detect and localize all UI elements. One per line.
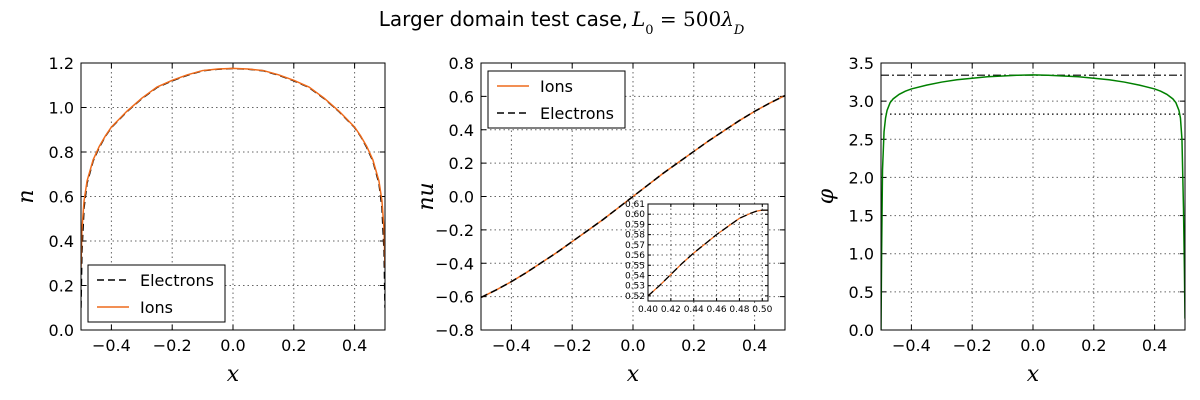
x-tick-label: 0.2 bbox=[681, 336, 706, 355]
density-panel: −0.4 −0.2 0.0 0.2 0.4 0.0 0.2 0.4 0.6 0.8 1.0 1.2 El… bbox=[14, 54, 386, 387]
y-tick-label: 1.5 bbox=[849, 207, 874, 226]
axes-frame bbox=[647, 203, 769, 302]
x-tick-label: 0.4 bbox=[342, 336, 367, 355]
y-tick-label: 1.0 bbox=[49, 99, 74, 118]
y-tick-label: 2.5 bbox=[849, 130, 874, 149]
y-tick-label: 0.52 bbox=[625, 292, 645, 302]
x-tick-label: −0.4 bbox=[892, 336, 931, 355]
y-tick-label: 0.56 bbox=[625, 251, 645, 261]
x-tick-label: 0.0 bbox=[220, 336, 245, 355]
y-tick-label: 0.53 bbox=[625, 282, 645, 292]
x-tick-label: 0.48 bbox=[729, 305, 749, 315]
y-tick-label: 0.0 bbox=[449, 188, 474, 207]
y-tick-label: 0.57 bbox=[625, 241, 645, 251]
y-tick-label: −0.4 bbox=[435, 254, 474, 273]
y-tick-label: 0.0 bbox=[849, 321, 874, 340]
series-line-electrons bbox=[481, 94, 785, 299]
flux-inset: 0.40 0.42 0.44 0.46 0.48 0.50 0.520.530.540.55… bbox=[625, 200, 773, 315]
x-tick-label: 0.0 bbox=[1020, 336, 1045, 355]
y-tick-label: 0.2 bbox=[449, 154, 474, 173]
density-legend-label-ions: Ions bbox=[140, 298, 173, 317]
x-tick-label: −0.2 bbox=[153, 336, 192, 355]
x-tick-label: 0.4 bbox=[742, 336, 767, 355]
y-tick-label: −0.6 bbox=[435, 288, 474, 307]
y-tick-label: 0.8 bbox=[49, 143, 74, 162]
x-axis-label: x bbox=[227, 362, 240, 387]
y-tick-label: 0.55 bbox=[625, 261, 645, 271]
x-tick-label: −0.2 bbox=[553, 336, 592, 355]
axes-frame bbox=[80, 62, 386, 331]
y-tick-label: 1.2 bbox=[49, 54, 74, 73]
y-tick-label: 0.0 bbox=[49, 321, 74, 340]
x-tick-label: 0.44 bbox=[684, 305, 704, 315]
x-tick-label: 0.40 bbox=[638, 305, 658, 315]
y-axis-label: nu bbox=[414, 182, 439, 210]
x-tick-label: 0.50 bbox=[752, 305, 772, 315]
density-legend-box bbox=[87, 264, 226, 323]
y-tick-label: 0.4 bbox=[449, 121, 474, 140]
y-tick-label: 0.2 bbox=[49, 277, 74, 296]
figure-title: Larger domain test case, bbox=[379, 7, 628, 31]
y-tick-label: 3.0 bbox=[849, 92, 874, 111]
flux-panel: −0.4 −0.2 0.0 0.2 0.4 −0.8 −0.6 −0.4 −0.2 0.0 0.2 0… bbox=[414, 54, 786, 387]
y-tick-label: −0.2 bbox=[435, 221, 474, 240]
flux-legend-box bbox=[487, 70, 626, 129]
potential-panel: −0.4 −0.2 0.0 0.2 0.4 0.0 0.5 1.0 1.5 2.0 2.5 3.0 3.… bbox=[814, 54, 1186, 387]
axes-frame bbox=[880, 62, 1186, 331]
x-tick-label: 0.2 bbox=[281, 336, 306, 355]
series-line-phi bbox=[881, 74, 1185, 330]
y-tick-label: 0.5 bbox=[849, 283, 874, 302]
y-tick-label: 0.8 bbox=[449, 54, 474, 73]
x-tick-label: 0.42 bbox=[661, 305, 681, 315]
y-tick-label: 3.5 bbox=[849, 54, 874, 73]
x-tick-label: 0.2 bbox=[1081, 336, 1106, 355]
y-tick-label: 0.59 bbox=[625, 220, 645, 230]
y-tick-label: 2.0 bbox=[849, 168, 874, 187]
y-tick-label: 0.4 bbox=[49, 232, 74, 251]
y-tick-label: 0.60 bbox=[625, 210, 645, 220]
axes-background bbox=[881, 63, 1185, 330]
x-tick-label: −0.2 bbox=[953, 336, 992, 355]
y-tick-label: −0.8 bbox=[435, 321, 474, 340]
y-tick-label: 0.6 bbox=[49, 188, 74, 207]
x-tick-label: 0.0 bbox=[620, 336, 645, 355]
y-tick-label: 0.58 bbox=[625, 231, 645, 241]
series-line-electrons bbox=[648, 209, 768, 297]
x-tick-label: −0.4 bbox=[492, 336, 531, 355]
y-axis-label: φ bbox=[814, 188, 839, 204]
x-axis-label: x bbox=[1027, 362, 1040, 387]
axes-frame bbox=[480, 62, 786, 331]
y-tick-label: 0.54 bbox=[625, 271, 645, 281]
y-tick-label: 0.61 bbox=[625, 200, 645, 210]
y-tick-label: 1.0 bbox=[849, 245, 874, 264]
axes-background bbox=[648, 204, 768, 301]
series-line-ions bbox=[81, 67, 385, 268]
flux-legend-label-ions: Ions bbox=[540, 77, 573, 96]
x-tick-label: −0.4 bbox=[92, 336, 131, 355]
flux-legend-label-electrons: Electrons bbox=[540, 104, 614, 123]
y-tick-label: 0.6 bbox=[449, 87, 474, 106]
x-axis-label: x bbox=[627, 362, 640, 387]
y-axis-label: n bbox=[14, 189, 39, 203]
x-tick-label: 0.46 bbox=[707, 305, 727, 315]
figure-title-math: L0 = 500λD bbox=[631, 7, 745, 38]
density-legend-label-electrons: Electrons bbox=[140, 271, 214, 290]
x-tick-label: 0.4 bbox=[1142, 336, 1167, 355]
